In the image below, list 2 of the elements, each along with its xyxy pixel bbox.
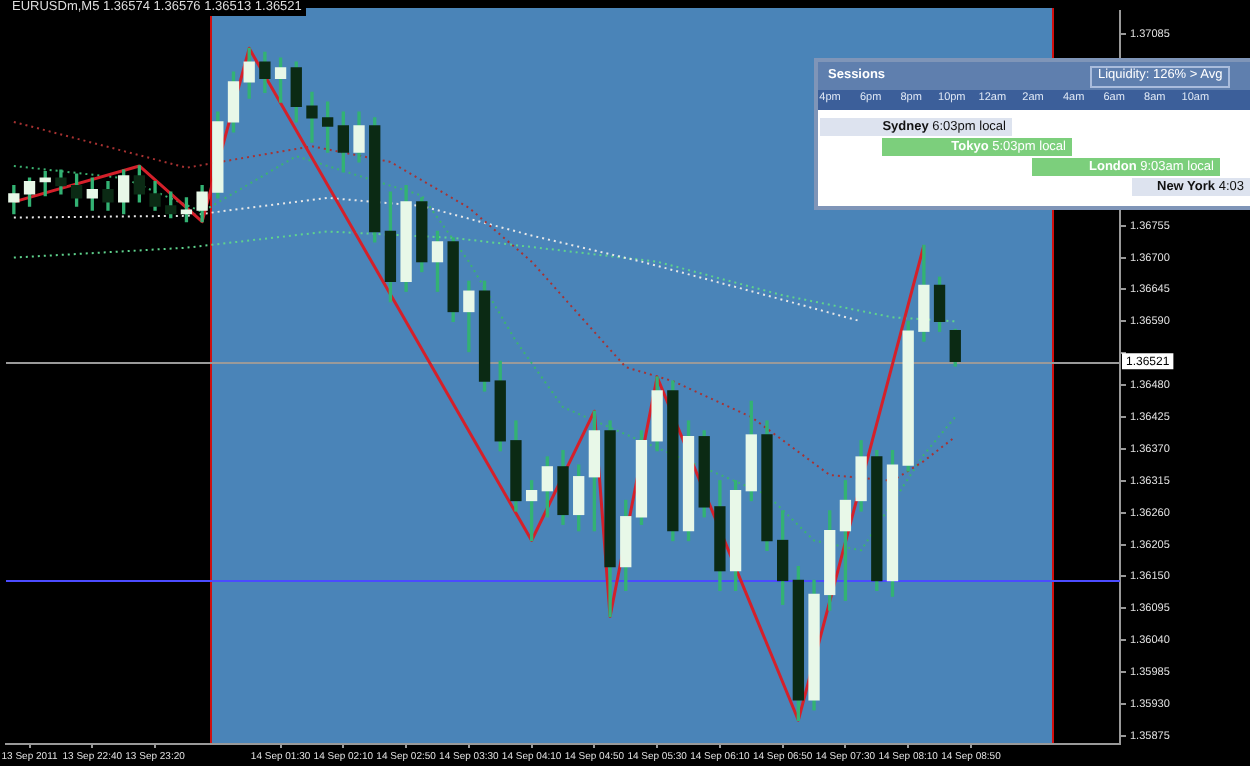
line-series bbox=[12, 230, 957, 323]
line-series bbox=[12, 196, 863, 323]
